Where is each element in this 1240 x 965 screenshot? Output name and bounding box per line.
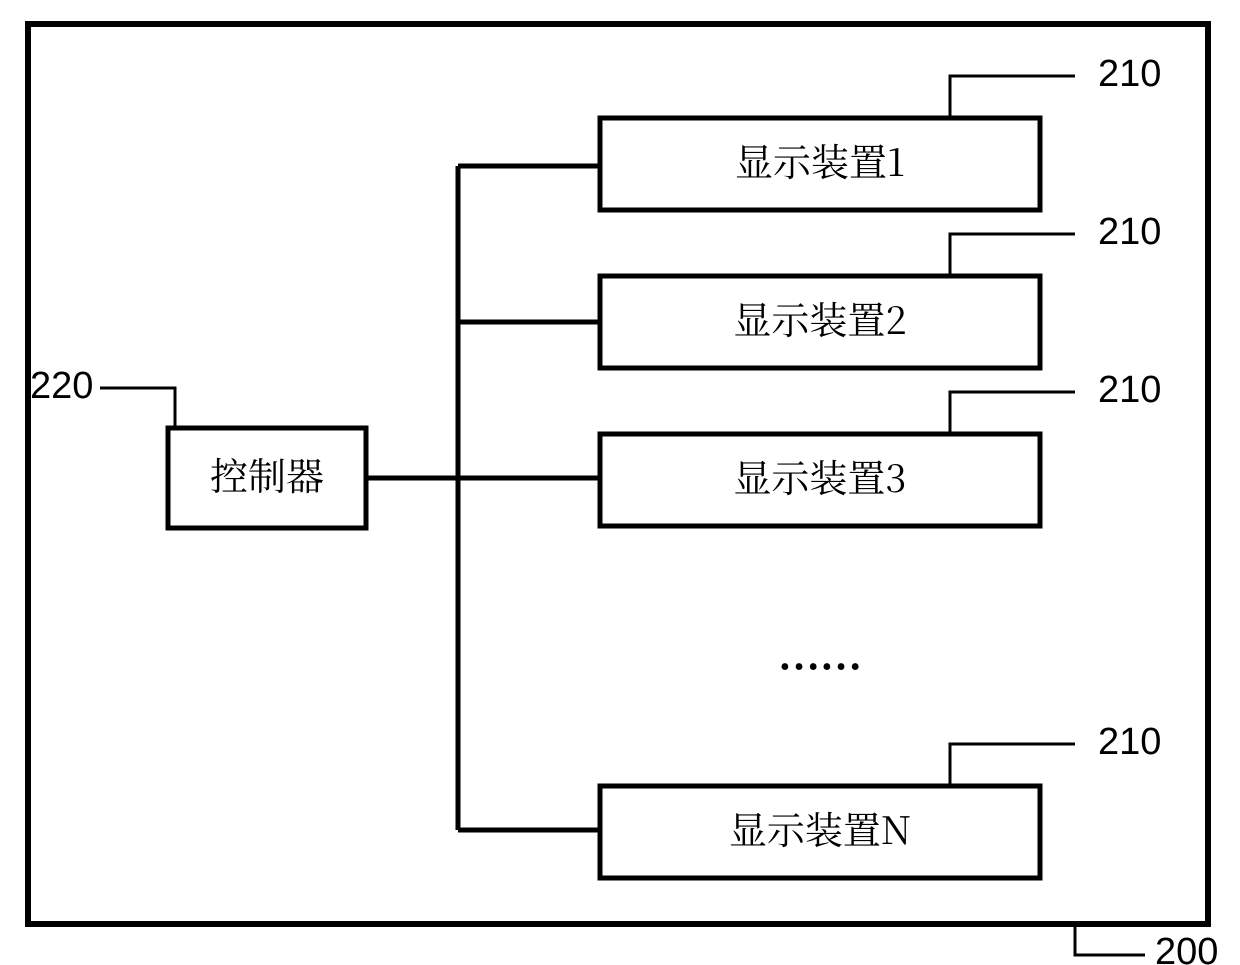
block-diagram: 200 控制器 220 显示装置1 210 显示装置2 210 显示装置3 210 显示装置N 21…	[0, 0, 1240, 965]
display-label: 显示装置N	[729, 800, 911, 855]
leader-line	[100, 388, 175, 428]
ellipsis: ……	[778, 634, 862, 680]
ref-label-controller: 220	[30, 365, 93, 407]
ref-label-display: 210	[1098, 721, 1161, 763]
leader-line	[950, 76, 1075, 118]
leader-line	[1075, 924, 1145, 955]
ref-label-display: 210	[1098, 53, 1161, 95]
leader-line	[950, 234, 1075, 276]
controller-label: 控制器	[210, 446, 324, 501]
display-label: 显示装置1	[735, 132, 905, 187]
display-label: 显示装置2	[733, 290, 906, 345]
leader-line	[950, 744, 1075, 786]
display-label: 显示装置3	[733, 448, 906, 503]
ref-label-display: 210	[1098, 211, 1161, 253]
leader-line	[950, 392, 1075, 434]
ref-label-display: 210	[1098, 369, 1161, 411]
ref-label-system: 200	[1155, 931, 1218, 965]
